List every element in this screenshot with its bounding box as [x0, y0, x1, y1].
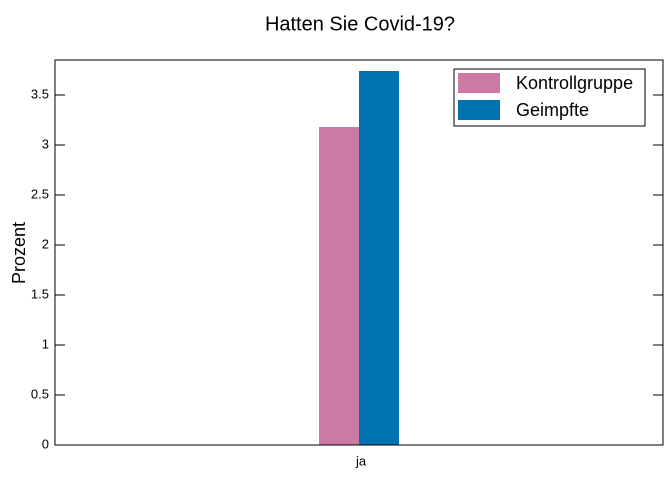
- legend-swatch: [458, 100, 500, 120]
- y-tick-label: 0: [42, 436, 49, 451]
- y-tick-label: 2: [42, 236, 49, 251]
- plot-frame: [54, 59, 664, 446]
- x-tick-label: ja: [355, 453, 367, 468]
- y-tick-label: 3.5: [31, 86, 49, 101]
- y-tick-label: 0.5: [31, 386, 49, 401]
- legend-swatch: [458, 73, 500, 93]
- y-tick-label: 1.5: [31, 286, 49, 301]
- y-tick-label: 2.5: [31, 186, 49, 201]
- y-axis-label: Prozent: [9, 222, 29, 284]
- bar: [319, 127, 359, 445]
- legend-label: Kontrollgruppe: [516, 73, 633, 93]
- y-tick-label: 3: [42, 136, 49, 151]
- y-tick-label: 1: [42, 336, 49, 351]
- legend-label: Geimpfte: [516, 100, 589, 120]
- chart-title: Hatten Sie Covid-19?: [265, 13, 455, 35]
- bar: [359, 71, 399, 445]
